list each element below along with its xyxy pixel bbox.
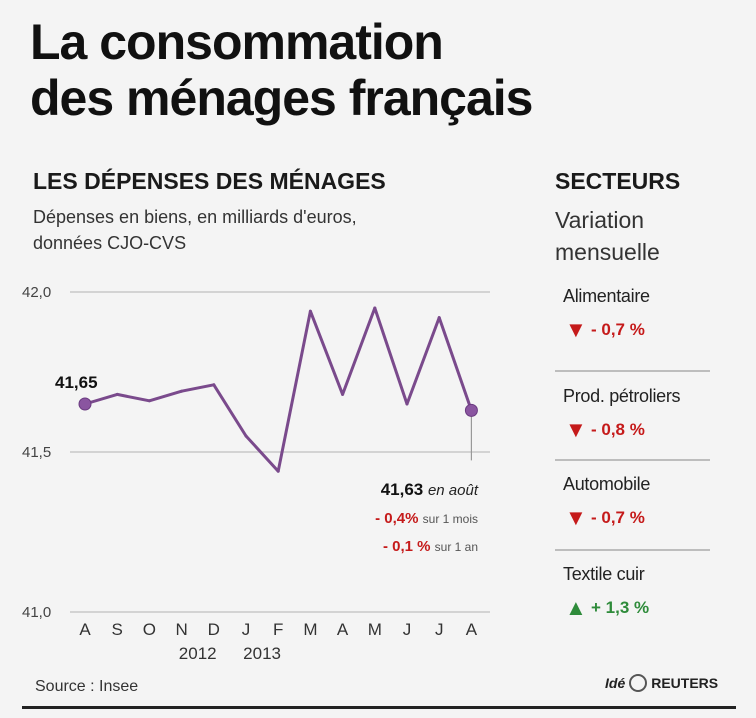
sector-name: Alimentaire: [563, 286, 650, 306]
endpoint-marker: [78, 397, 92, 411]
title-line-1: La consommation: [30, 14, 444, 70]
down-arrow-icon: ▼: [565, 317, 587, 342]
data-point: [405, 402, 409, 406]
down-arrow-icon: ▼: [565, 417, 587, 442]
change-period: sur 1 mois: [423, 512, 478, 526]
x-tick-label: M: [368, 620, 382, 639]
y-tick-label: 41,5: [22, 444, 51, 461]
start-value-label: 41,65: [55, 373, 98, 392]
reuters-logo-icon: [629, 674, 648, 692]
x-tick-label: D: [208, 620, 220, 639]
change-annotation: - 0,1 % sur 1 an: [383, 538, 478, 555]
data-point: [115, 392, 119, 396]
reuters-brand: Idé REUTERS: [605, 674, 718, 692]
data-point: [180, 389, 184, 393]
data-point: [147, 399, 151, 403]
year-label: 2013: [243, 644, 281, 663]
series-line: [84, 306, 473, 473]
up-arrow-icon: ▲: [565, 595, 587, 620]
data-point: [308, 309, 312, 313]
brand-prefix: Idé: [605, 675, 626, 691]
x-tick-label: N: [175, 620, 187, 639]
change-period: sur 1 an: [435, 540, 478, 554]
x-tick-label: J: [242, 620, 251, 639]
x-tick-label: A: [466, 620, 478, 639]
data-point: [212, 383, 216, 387]
down-arrow-icon: ▼: [565, 505, 587, 530]
sectors-heading: SECTEURS: [555, 168, 681, 194]
data-point: [244, 434, 248, 438]
x-tick-label: A: [79, 620, 91, 639]
change-value: - 0,4%: [375, 510, 423, 527]
infographic-title: La consommation des ménages français: [30, 14, 533, 126]
end-value: 41,63: [381, 480, 428, 499]
y-tick-label: 42,0: [22, 284, 51, 301]
sector-name: Textile cuir: [563, 564, 645, 584]
x-tick-label: O: [143, 620, 156, 639]
data-point: [437, 316, 441, 320]
sector-value: - 0,7 %: [591, 508, 645, 527]
chart-heading: LES DÉPENSES DES MÉNAGES: [33, 168, 386, 194]
end-value-label: 41,63 en août: [381, 480, 479, 499]
change-annotation: - 0,4% sur 1 mois: [375, 510, 478, 527]
data-point: [276, 469, 280, 473]
x-tick-label: J: [435, 620, 444, 639]
sector-value: - 0,8 %: [591, 420, 645, 439]
sector-value: + 1,3 %: [591, 598, 650, 617]
change-value: - 0,1 %: [383, 538, 435, 555]
x-tick-label: M: [303, 620, 317, 639]
x-tick-label: J: [403, 620, 412, 639]
data-point: [341, 392, 345, 396]
sector-alimentaire: Alimentaire ▼ - 0,7 %: [555, 286, 710, 343]
sector-divider: [555, 459, 710, 461]
brand-name: REUTERS: [651, 675, 719, 691]
data-point: [373, 306, 377, 310]
sector-divider: [555, 549, 710, 551]
endpoint-marker: [464, 403, 478, 417]
x-tick-label: F: [273, 620, 283, 639]
title-line-2: des ménages français: [30, 70, 533, 126]
x-tick-label: S: [112, 620, 123, 639]
sector-name: Automobile: [563, 474, 651, 494]
y-tick-label: 41,0: [22, 604, 51, 621]
chart-subtitle: Dépenses en biens, en milliards d'euros,…: [33, 207, 357, 253]
sector-value: - 0,7 %: [591, 320, 645, 339]
sector-prod-petroliers: Prod. pétroliers ▼ - 0,8 %: [555, 386, 710, 443]
bottom-rule: [22, 706, 736, 709]
source-note: Source : Insee: [35, 678, 139, 695]
end-value-suffix: en août: [428, 482, 479, 499]
x-tick-label: A: [337, 620, 349, 639]
spending-line-chart: 41,0 41,5 42,0 41,65 41,63 en août - 0,4% sur…: [22, 284, 490, 663]
sector-divider: [555, 370, 710, 372]
sector-name: Prod. pétroliers: [563, 386, 681, 406]
year-label: 2012: [179, 644, 217, 663]
sectors-subtitle: Variation mensuelle: [555, 207, 660, 265]
sector-textile-cuir: Textile cuir ▲ + 1,3 %: [555, 564, 710, 621]
sector-automobile: Automobile ▼ - 0,7 %: [555, 474, 710, 531]
